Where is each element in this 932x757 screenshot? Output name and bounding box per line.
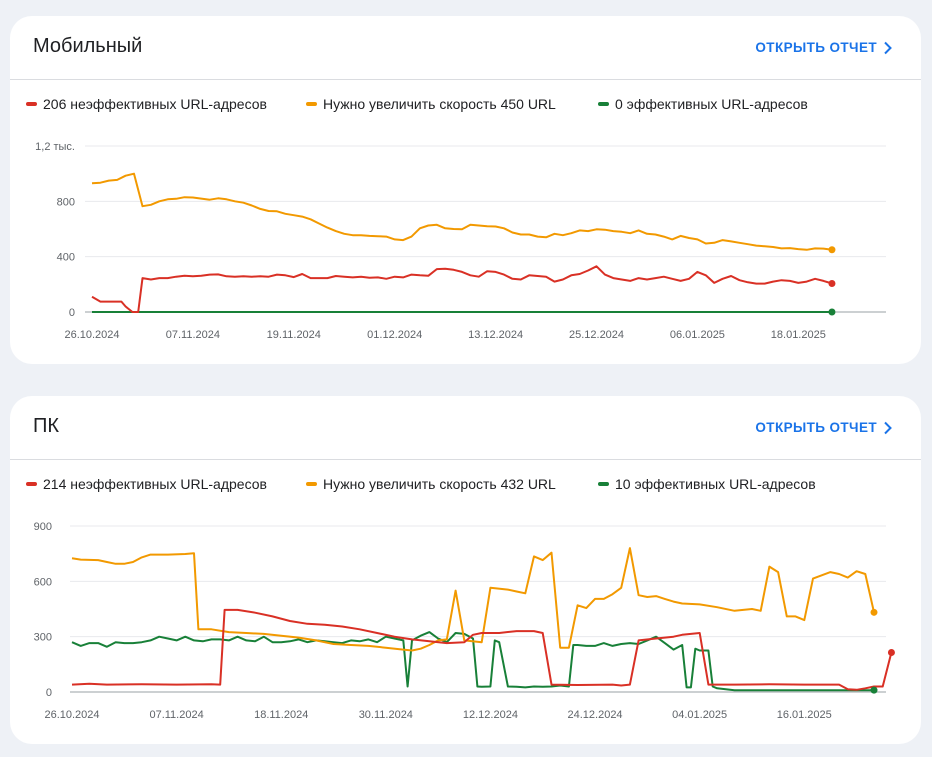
legend-label: 214 неэффективных URL-адресов (43, 476, 267, 492)
series-line (71, 608, 893, 691)
legend-item-needs-improvement[interactable]: Нужно увеличить скорость 432 URL (306, 476, 556, 492)
x-tick-label: 06.01.2025 (670, 329, 725, 341)
legend-label: 10 эффективных URL-адресов (615, 476, 816, 492)
y-tick-label: 800 (57, 196, 75, 208)
x-tick-label: 18.01.2025 (771, 329, 826, 341)
line-swatch-icon (306, 482, 317, 486)
y-tick-label: 900 (34, 521, 52, 533)
header-divider (10, 459, 921, 460)
x-tick-label: 26.10.2024 (64, 329, 119, 341)
y-tick-label: 1,2 тыс. (35, 141, 75, 153)
mobile-line-chart: 0 400 800 1,2 тыс. 26.10.2024 07.11.2024 19.11… (35, 141, 886, 341)
y-tick-label: 0 (69, 307, 75, 319)
series-end-point[interactable] (870, 686, 878, 694)
y-tick-label: 400 (57, 252, 75, 264)
x-tick-label: 30.11.2024 (359, 709, 413, 721)
pc-line-chart: 0 300 600 900 26.10.2024 07.11.2024 18.11.2024… (34, 521, 895, 721)
x-tick-label: 24.12.2024 (568, 709, 623, 721)
legend-label: 206 неэффективных URL-адресов (43, 96, 267, 112)
y-tick-label: 600 (34, 576, 52, 588)
x-tick-label: 26.10.2024 (44, 709, 99, 721)
legend-item-poor[interactable]: 206 неэффективных URL-адресов (26, 96, 267, 112)
line-swatch-icon (26, 102, 37, 106)
series-end-point[interactable] (887, 649, 895, 657)
line-swatch-icon (306, 102, 317, 106)
line-swatch-icon (598, 482, 609, 486)
legend-label: 0 эффективных URL-адресов (615, 96, 808, 112)
card-title-mobile: Мобильный (33, 35, 143, 57)
series-end-point[interactable] (828, 246, 836, 254)
x-tick-label: 07.11.2024 (166, 329, 220, 341)
series-end-point[interactable] (828, 280, 836, 288)
chevron-right-icon (884, 421, 892, 434)
chevron-right-icon (884, 41, 892, 54)
open-report-label: ОТКРЫТЬ ОТЧЕТ (755, 40, 877, 55)
x-tick-label: 07.11.2024 (149, 709, 203, 721)
header-divider (10, 79, 921, 80)
pc-card: ПК ОТКРЫТЬ ОТЧЕТ 214 неэффективных URL-а… (10, 396, 921, 744)
open-report-button-pc[interactable]: ОТКРЫТЬ ОТЧЕТ (755, 420, 893, 435)
legend-item-poor[interactable]: 214 неэффективных URL-адресов (26, 476, 267, 492)
legend-label: Нужно увеличить скорость 432 URL (323, 476, 556, 492)
y-tick-label: 0 (46, 687, 52, 699)
y-tick-label: 300 (34, 632, 52, 644)
line-swatch-icon (598, 102, 609, 106)
open-report-label: ОТКРЫТЬ ОТЧЕТ (755, 420, 877, 435)
x-tick-label: 13.12.2024 (468, 329, 523, 341)
x-tick-label: 19.11.2024 (267, 329, 321, 341)
series-line (91, 172, 833, 251)
legend-item-needs-improvement[interactable]: Нужно увеличить скорость 450 URL (306, 96, 556, 112)
mobile-card: Мобильный ОТКРЫТЬ ОТЧЕТ 206 неэффективны… (10, 16, 921, 364)
series-line (91, 265, 833, 313)
series-line (71, 547, 875, 652)
card-title-pc: ПК (33, 415, 60, 437)
x-tick-label: 04.01.2025 (672, 709, 727, 721)
open-report-button-mobile[interactable]: ОТКРЫТЬ ОТЧЕТ (755, 40, 893, 55)
x-tick-label: 12.12.2024 (463, 709, 518, 721)
series-end-point[interactable] (828, 308, 836, 316)
x-tick-label: 01.12.2024 (367, 329, 422, 341)
series-line (71, 631, 874, 692)
series-end-point[interactable] (870, 608, 878, 616)
x-tick-label: 18.11.2024 (254, 709, 308, 721)
x-tick-label: 16.01.2025 (777, 709, 832, 721)
legend-label: Нужно увеличить скорость 450 URL (323, 96, 556, 112)
legend-item-good[interactable]: 0 эффективных URL-адресов (598, 96, 808, 112)
line-swatch-icon (26, 482, 37, 486)
x-tick-label: 25.12.2024 (569, 329, 624, 341)
legend-item-good[interactable]: 10 эффективных URL-адресов (598, 476, 816, 492)
